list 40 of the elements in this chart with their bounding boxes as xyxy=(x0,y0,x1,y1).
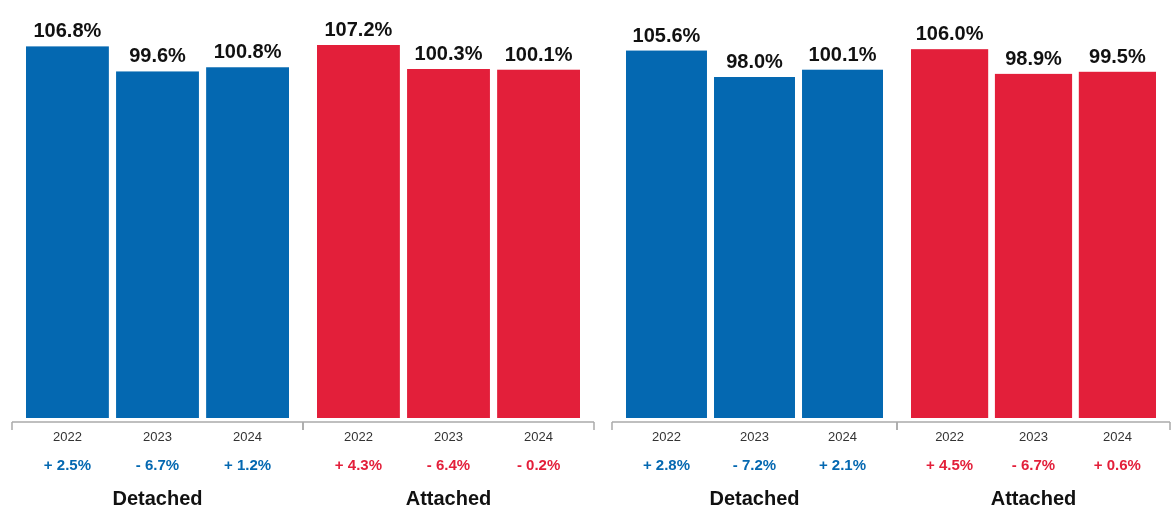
text: - 6.7% xyxy=(1011,456,1056,473)
text: + 2.8% xyxy=(642,456,691,473)
text: + 1.2% xyxy=(224,456,272,473)
data-label: 106.0% xyxy=(915,22,984,45)
x-tick-label: 2024 xyxy=(233,429,263,444)
x-axis-title: Detached xyxy=(112,487,203,509)
data-label: 98.9% xyxy=(1005,46,1063,69)
x-tick-label: 2023 xyxy=(1019,429,1048,444)
x-tick-label: 2023 xyxy=(740,429,769,444)
text: - 6.7% xyxy=(135,456,180,473)
text: - 6.4% xyxy=(426,456,471,473)
x-tick-label: 2024 xyxy=(524,429,554,444)
text: + 4.5% xyxy=(926,456,974,473)
x-axis-title: Attached xyxy=(405,487,492,509)
data-label: 98.0% xyxy=(726,50,784,73)
data-label: 107.2% xyxy=(324,18,393,40)
text: + 2.5% xyxy=(43,456,91,473)
x-tick-label: 2024 xyxy=(828,429,857,444)
x-tick-label: 2024 xyxy=(1102,429,1132,444)
x-tick-label: 2022 xyxy=(652,429,681,444)
text: - 7.2% xyxy=(732,456,777,473)
data-label: 100.8% xyxy=(213,40,282,63)
data-label: 99.6% xyxy=(129,44,187,67)
data-label: 100.1% xyxy=(808,42,877,65)
x-tick-label: 2022 xyxy=(343,429,373,444)
data-label: 100.3% xyxy=(414,42,483,65)
text: + 4.3% xyxy=(334,456,382,473)
x-tick-label: 2023 xyxy=(143,429,172,444)
x-axis-title: Attached xyxy=(990,487,1077,509)
data-label: 100.1% xyxy=(504,42,573,65)
text: + 2.1% xyxy=(818,456,867,473)
data-label: 105.6% xyxy=(632,23,701,46)
x-axis-title: Detached xyxy=(709,487,800,509)
x-tick-label: 2023 xyxy=(434,429,463,444)
x-tick-label: 2022 xyxy=(935,429,965,444)
data-label: 106.8% xyxy=(33,19,102,42)
x-tick-label: 2022 xyxy=(52,429,82,444)
text: - 0.2% xyxy=(516,456,561,473)
text: + 0.6% xyxy=(1093,456,1141,473)
data-label: 99.5% xyxy=(1089,44,1146,67)
